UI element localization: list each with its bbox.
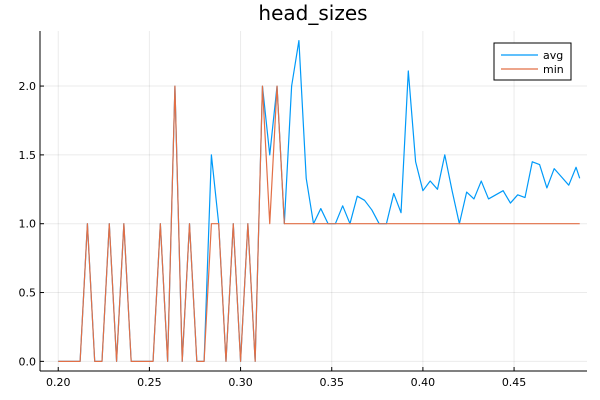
legend: avg min <box>493 42 572 81</box>
legend-label-min: min <box>543 63 564 76</box>
x-tick-label-0: 0.20 <box>46 376 71 389</box>
x-tick-label-4: 0.40 <box>411 376 436 389</box>
y-tick-label-2: 1.0 <box>19 218 37 231</box>
y-tick-label-0: 0.0 <box>19 355 37 368</box>
x-tick-label-1: 0.25 <box>137 376 162 389</box>
x-tick-label-5: 0.45 <box>502 376 527 389</box>
series-line-min <box>58 85 580 362</box>
x-tick-label-3: 0.35 <box>319 376 344 389</box>
y-axis-ticks: 0.0 0.5 1.0 1.5 2.0 <box>19 80 44 368</box>
axes <box>39 31 587 372</box>
legend-label-avg: avg <box>543 49 563 62</box>
chart-title: head_sizes <box>258 1 367 25</box>
series-line-avg <box>58 40 581 362</box>
y-tick-label-4: 2.0 <box>19 80 37 93</box>
series-group <box>58 40 581 362</box>
y-tick-label-1: 0.5 <box>19 287 37 300</box>
x-tick-label-2: 0.30 <box>228 376 253 389</box>
legend-box <box>493 42 572 81</box>
y-tick-label-3: 1.5 <box>19 149 37 162</box>
x-axis-ticks: 0.20 0.25 0.30 0.35 0.40 0.45 <box>46 367 526 389</box>
grid-lines <box>40 31 587 371</box>
